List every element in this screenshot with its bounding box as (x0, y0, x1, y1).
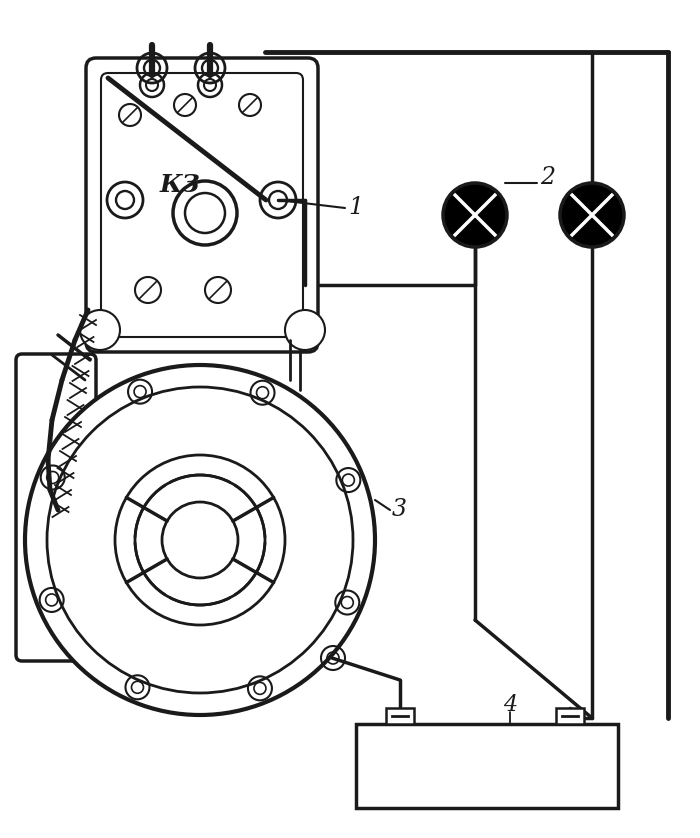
Circle shape (173, 181, 237, 245)
FancyBboxPatch shape (86, 58, 318, 352)
Bar (556, 708, 584, 724)
Text: 3: 3 (392, 499, 407, 521)
Circle shape (115, 455, 285, 625)
Bar (386, 708, 414, 724)
Text: 2: 2 (540, 167, 555, 189)
Text: КЗ: КЗ (160, 173, 200, 197)
Circle shape (80, 310, 120, 350)
Circle shape (443, 183, 507, 247)
Circle shape (560, 183, 624, 247)
FancyBboxPatch shape (101, 73, 303, 337)
Circle shape (285, 310, 325, 350)
FancyBboxPatch shape (16, 354, 96, 661)
Text: 4: 4 (503, 694, 517, 716)
Circle shape (25, 365, 375, 715)
Text: 1: 1 (348, 196, 363, 220)
Bar (356, 724, 618, 808)
